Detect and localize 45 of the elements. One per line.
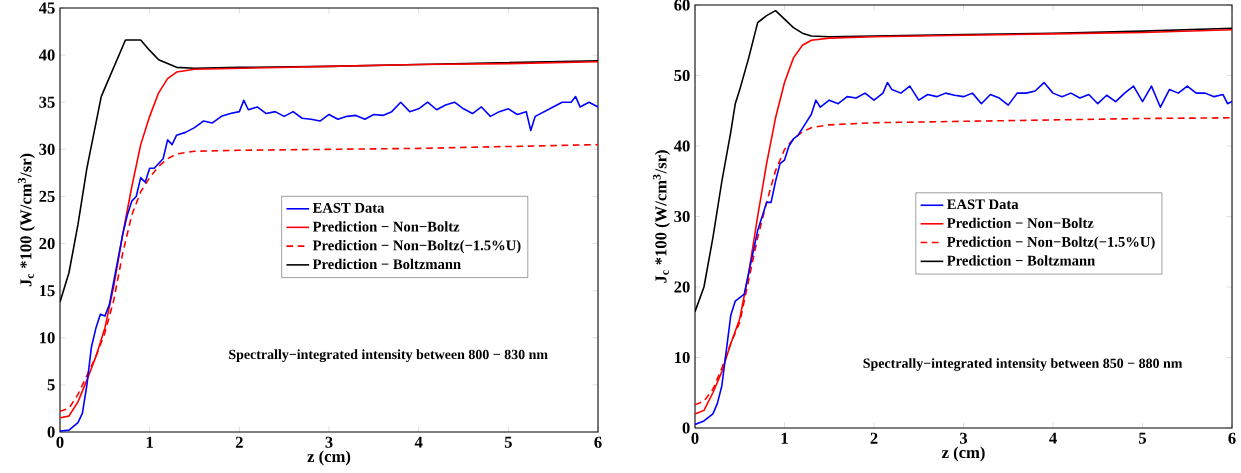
y-axis-title: J$_{c}$ *100 (W/cm$^{3}$/sr) — [652, 150, 670, 283]
y-tick-label: 10 — [40, 332, 55, 344]
x-tick-label: 6 — [594, 436, 602, 448]
x-tick-label: 0 — [691, 432, 699, 444]
legend-label: Prediction − Boltzmann — [946, 255, 1095, 266]
y-tick-label: 20 — [674, 281, 690, 293]
x-tick-label: 5 — [1139, 432, 1147, 444]
x-axis-title: z (cm) — [307, 450, 351, 466]
y-tick-label: 25 — [39, 190, 55, 203]
y-tick-label: 60 — [674, 0, 690, 11]
x-tick-label: 0 — [56, 436, 64, 448]
y-tick-label: 5 — [47, 379, 55, 391]
x-tick-label: 2 — [235, 436, 243, 448]
legend-label: EAST Data — [312, 202, 385, 213]
legend-label: Prediction − Boltzmann — [312, 258, 461, 270]
y-axis-title: J$_{c}$ *100 (W/cm$^{3}$/sr) — [17, 153, 35, 287]
legend-label: Prediction − Non−Boltz — [312, 221, 460, 232]
x-tick-label: 3 — [959, 432, 968, 444]
legend-label: Prediction − Non−Boltz — [946, 217, 1094, 229]
y-tick-label: 40 — [38, 49, 55, 61]
annotation: Spectrally−integrated intensity between 800 − 830 nm — [229, 349, 548, 363]
x-tick-label: 2 — [870, 432, 878, 444]
x-tick-label: 6 — [1228, 432, 1236, 444]
y-tick-label: 20 — [39, 237, 55, 250]
y-tick-label: 40 — [673, 140, 690, 152]
y-tick-label: 10 — [675, 351, 690, 364]
x-tick-label: 3 — [325, 436, 333, 448]
y-tick-label: 15 — [40, 285, 55, 297]
x-tick-label: 1 — [781, 432, 788, 444]
y-tick-label: 50 — [674, 69, 690, 82]
y-tick-label: 0 — [682, 422, 690, 434]
legend-label: Prediction − Non−Boltz(−1.5%U) — [312, 240, 521, 254]
y-tick-label: 30 — [39, 143, 55, 155]
x-tick-label: 5 — [504, 436, 512, 448]
x-tick-label: 1 — [146, 436, 153, 448]
y-tick-label: 35 — [39, 96, 55, 108]
y-tick-label: 30 — [674, 210, 690, 223]
legend-label: EAST Data — [946, 199, 1019, 210]
x-axis-title: z (cm) — [941, 446, 985, 462]
annotation: Spectrally−integrated intensity between 850 − 880 nm — [863, 358, 1183, 371]
line-series — [695, 28, 1233, 415]
x-tick-label: 4 — [414, 436, 423, 448]
x-tick-label: 4 — [1049, 432, 1057, 444]
y-tick-label: 45 — [38, 2, 55, 14]
legend-label: Prediction − Non−Boltz(−1.5%U) — [946, 236, 1155, 250]
